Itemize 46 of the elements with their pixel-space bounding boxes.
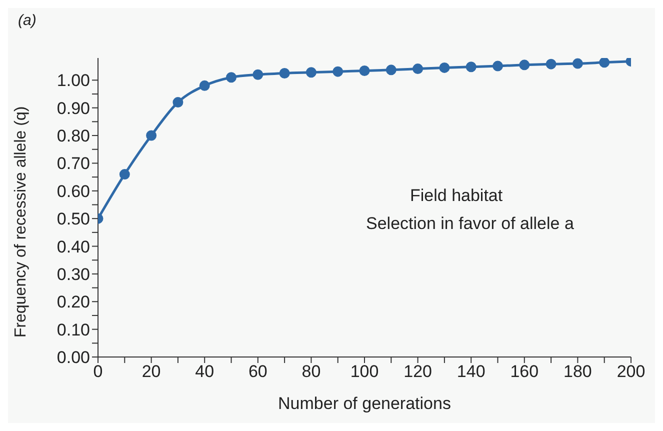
text: (a) [18,12,36,29]
x-tick-label: 140 [456,362,486,382]
x-tick-label: 120 [404,362,432,382]
point [146,130,157,141]
point [466,62,476,72]
point [306,67,316,78]
y-axis-title: Frequency of recessive allele (q) [12,106,30,338]
y-tick-label: 0.60 [56,182,90,201]
point [572,58,583,69]
point [492,60,503,72]
point [546,58,556,70]
point [412,64,424,74]
point [226,72,236,83]
x-tick-label: 200 [616,362,646,382]
point [439,62,450,73]
y-tick-label: 1.00 [56,71,90,90]
x-tick-label: 180 [564,362,592,382]
annotation: Field habitat [410,186,503,206]
x-tick-label: 80 [302,362,321,382]
point [279,68,290,78]
x-tick-label: 60 [248,362,268,382]
point [519,60,530,70]
y-tick-label: 0.80 [56,126,90,146]
point [199,80,210,91]
point [252,69,264,80]
point [332,66,344,77]
y-tick-label: 0.00 [56,348,90,368]
point [172,97,184,108]
x-tick-label: 40 [195,362,214,382]
y-tick-label: 0.90 [56,98,90,118]
y-tick-label: 0.40 [56,237,90,256]
x-tick-label: 160 [510,362,539,382]
x-axis-title: Number of generations [278,394,451,413]
point [359,65,370,76]
y-tick-label: 0.50 [56,210,90,229]
x-tick-label: 20 [142,362,161,382]
x-tick-label: 100 [350,362,379,382]
point [386,64,396,76]
annotation: Selection in favor of allele a [366,214,574,234]
y-tick-label: 0.70 [56,154,90,174]
y-tick-label: 0.30 [56,264,90,284]
point [119,169,130,180]
y-tick-label: 0.20 [56,292,90,312]
point [599,58,610,68]
y-tick-label: 0.10 [56,320,90,340]
x-tick-label: 0 [93,362,103,382]
